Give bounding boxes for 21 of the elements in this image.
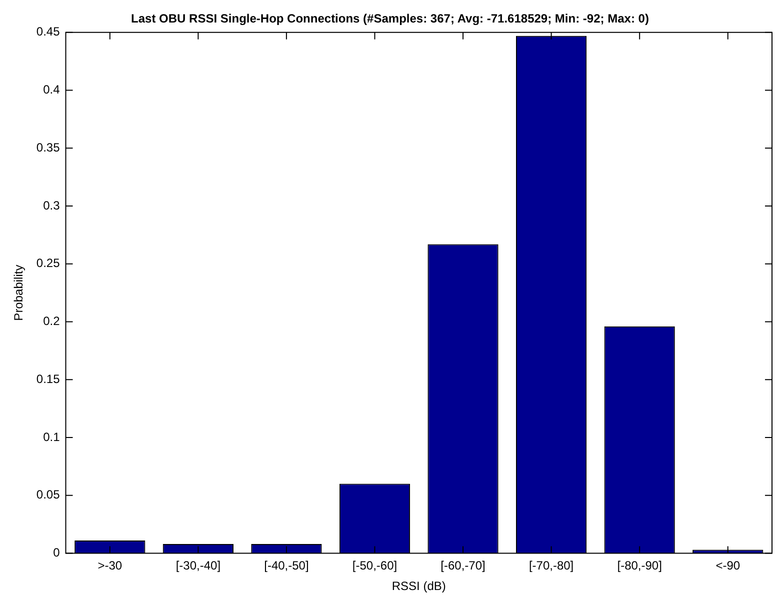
y-tick-label: 0.35 <box>36 140 60 154</box>
y-tick-label: 0 <box>53 546 60 560</box>
y-tick-label: 0.2 <box>43 314 60 328</box>
chart-title: Last OBU RSSI Single-Hop Connections (#Samples: 367; Avg: -71.618529; Min: -92; Max: 0) <box>131 12 649 26</box>
y-tick-label: 0.1 <box>43 430 60 444</box>
y-tick-label: 0.05 <box>36 488 60 502</box>
x-axis-title: RSSI (dB) <box>392 579 446 594</box>
x-tick-label: [-40,-50] <box>264 558 309 573</box>
x-tick-label: [-30,-40] <box>176 558 221 573</box>
y-axis-title: Probability <box>12 264 26 321</box>
x-tick-label: >-30 <box>98 558 122 573</box>
x-tick-label: [-80,-90] <box>617 558 662 573</box>
x-tick-label: <-90 <box>716 558 740 573</box>
x-tick-label: [-50,-60] <box>352 558 398 573</box>
y-tick-label: 0.4 <box>43 82 60 97</box>
y-tick-label: 0.15 <box>36 372 60 386</box>
x-tick-label: [-70,-80] <box>528 558 574 573</box>
y-tick-label: 0.25 <box>36 256 60 270</box>
x-tick-label: [-60,-70] <box>440 558 486 573</box>
y-tick-label: 0.45 <box>36 24 60 39</box>
y-tick-label: 0.3 <box>43 198 60 212</box>
